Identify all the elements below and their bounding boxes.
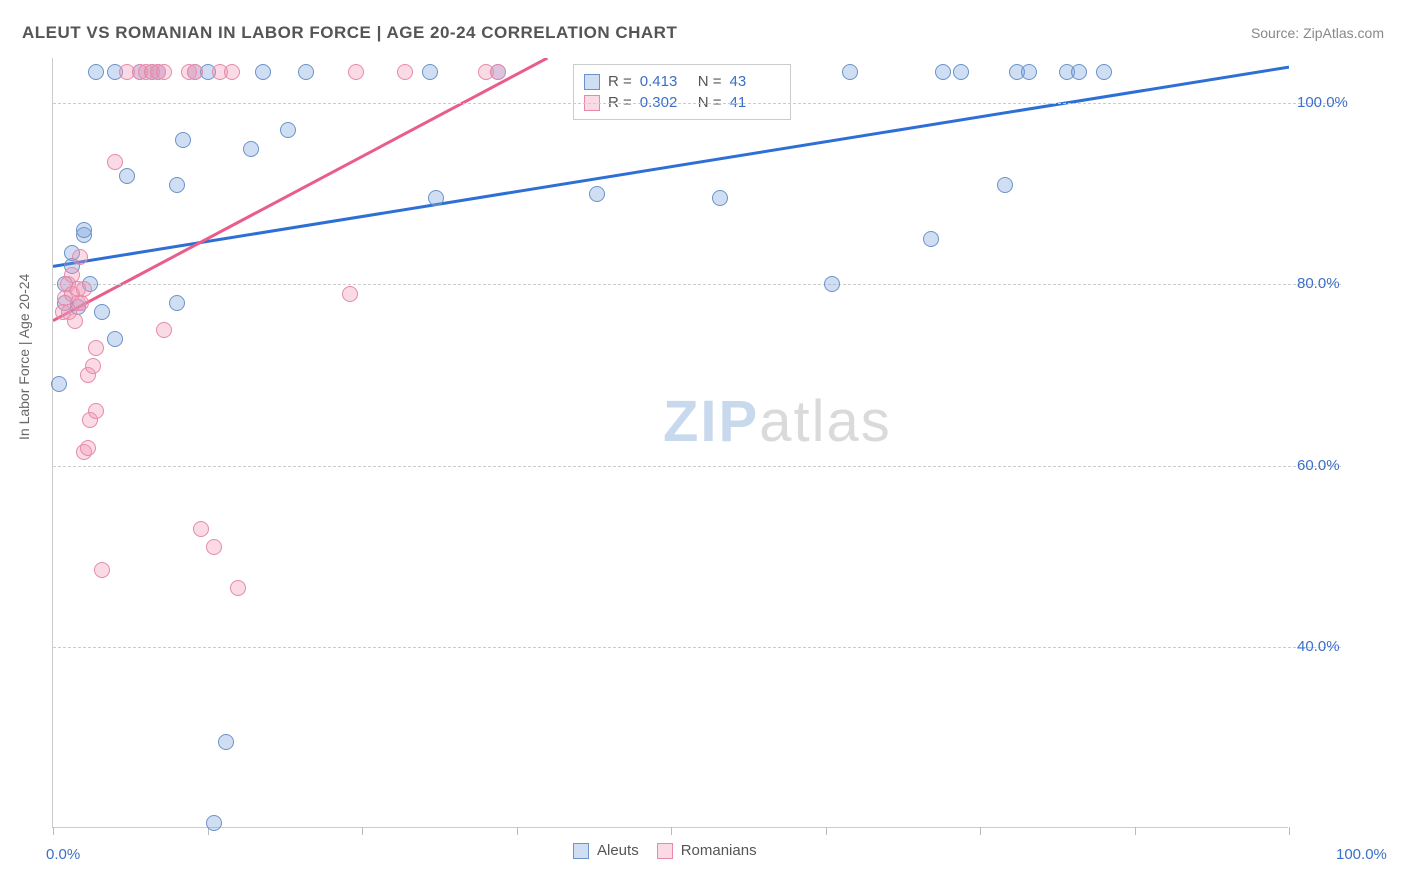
romanian-point [88,340,104,356]
aleut-point [255,64,271,80]
aleut-point [1021,64,1037,80]
aleut-point [218,734,234,750]
chart-plot-area: ZIPatlas R = 0.413 N = 43 R = 0.302 N = … [52,58,1288,828]
romanian-point [230,580,246,596]
watermark-zip: ZIP [663,389,759,454]
watermark: ZIPatlas [663,388,892,455]
watermark-atlas: atlas [759,389,892,454]
aleut-point [953,64,969,80]
aleut-point [51,376,67,392]
r-value: 0.413 [640,73,690,90]
romanian-point [490,64,506,80]
chart-container: ALEUT VS ROMANIAN IN LABOR FORCE | AGE 2… [0,0,1406,892]
n-label: N = [698,73,722,90]
aleut-point [169,295,185,311]
legend: Aleuts Romanians [573,842,757,859]
aleut-point [94,304,110,320]
n-value: 43 [730,73,780,90]
gridline [53,103,1341,104]
y-tick-label: 40.0% [1297,638,1357,655]
aleut-point [923,231,939,247]
romanian-point [67,313,83,329]
aleut-point [842,64,858,80]
chart-title: ALEUT VS ROMANIAN IN LABOR FORCE | AGE 2… [22,23,677,43]
aleut-point [712,190,728,206]
x-tick [53,827,54,835]
gridline [53,647,1341,648]
square-icon [573,843,589,859]
y-tick-label: 100.0% [1297,94,1357,111]
legend-item-romanians: Romanians [657,842,757,859]
aleut-point [175,132,191,148]
aleut-point [119,168,135,184]
romanian-point [156,64,172,80]
romanian-point [72,249,88,265]
x-max-label: 100.0% [1336,846,1387,863]
aleut-point [997,177,1013,193]
aleut-point [422,64,438,80]
gridline [53,466,1341,467]
r-label: R = [608,73,632,90]
aleut-point [1071,64,1087,80]
romanian-point [224,64,240,80]
aleut-point [935,64,951,80]
header: ALEUT VS ROMANIAN IN LABOR FORCE | AGE 2… [22,18,1384,48]
aleut-point [824,276,840,292]
x-tick [980,827,981,835]
legend-label: Romanians [681,842,757,859]
romanian-point [76,281,92,297]
square-icon [657,843,673,859]
romanian-point [187,64,203,80]
aleut-point [76,222,92,238]
x-tick [671,827,672,835]
romanian-point [80,440,96,456]
romanian-point [85,358,101,374]
romanian-point [342,286,358,302]
square-icon [584,74,600,90]
aleut-point [280,122,296,138]
romanian-point [206,539,222,555]
stats-box: R = 0.413 N = 43 R = 0.302 N = 41 [573,64,791,120]
x-tick [826,827,827,835]
romanian-point [397,64,413,80]
x-tick [362,827,363,835]
romanian-point [193,521,209,537]
x-min-label: 0.0% [46,846,80,863]
aleut-point [1096,64,1112,80]
romanian-point [94,562,110,578]
aleut-point [107,331,123,347]
source-label: Source: ZipAtlas.com [1251,25,1384,41]
gridline [53,284,1341,285]
y-tick-label: 80.0% [1297,275,1357,292]
trend-lines [53,58,1289,828]
x-tick [1289,827,1290,835]
romanian-point [156,322,172,338]
romanian-point [107,154,123,170]
legend-item-aleuts: Aleuts [573,842,639,859]
aleut-point [169,177,185,193]
aleut-point [589,186,605,202]
romanian-point [348,64,364,80]
legend-label: Aleuts [597,842,639,859]
aleut-point [243,141,259,157]
aleut-point [428,190,444,206]
aleut-point [298,64,314,80]
romanian-point [73,295,89,311]
aleut-point [88,64,104,80]
y-tick-label: 60.0% [1297,457,1357,474]
aleut-point [206,815,222,831]
x-tick [517,827,518,835]
y-axis-label: In Labor Force | Age 20-24 [16,274,32,440]
romanian-point [88,403,104,419]
x-tick [1135,827,1136,835]
stats-row-aleuts: R = 0.413 N = 43 [584,71,780,92]
